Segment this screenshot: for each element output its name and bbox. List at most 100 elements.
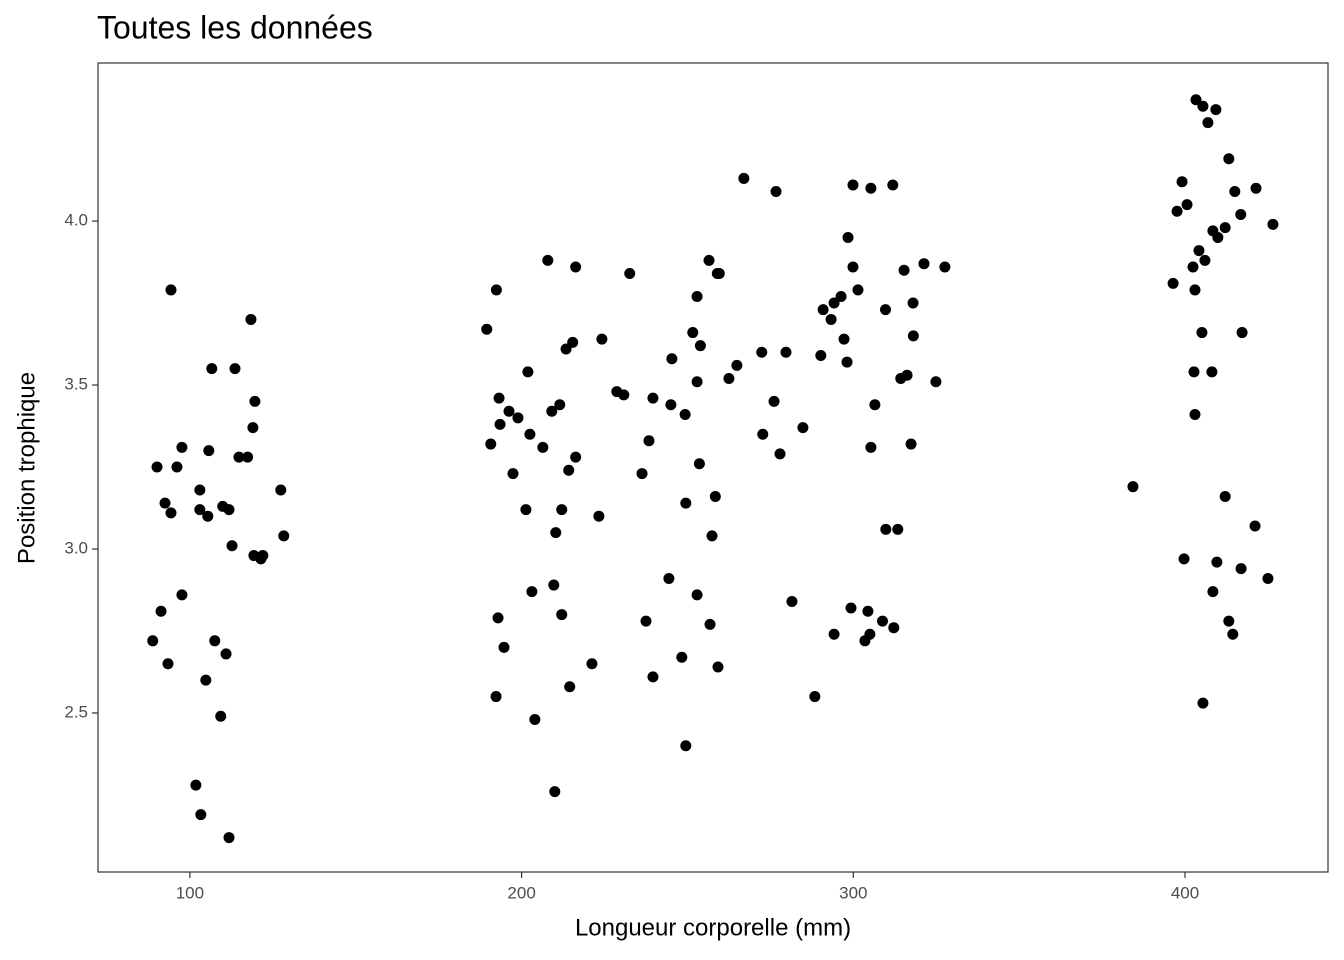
point <box>490 691 502 703</box>
point <box>242 451 254 463</box>
point <box>835 290 847 302</box>
point <box>165 507 177 519</box>
plot-panel <box>97 62 1329 873</box>
point <box>1249 520 1261 532</box>
y-tick-label: 3.5 <box>64 375 88 394</box>
point <box>770 186 782 198</box>
point <box>666 353 678 365</box>
point <box>706 530 718 542</box>
point <box>494 418 506 430</box>
point <box>852 284 864 296</box>
point <box>220 648 232 660</box>
point <box>223 504 235 516</box>
point <box>907 297 919 309</box>
point <box>1197 697 1209 709</box>
point <box>507 468 519 480</box>
point <box>888 622 900 634</box>
point <box>704 618 716 630</box>
point <box>869 399 881 411</box>
point <box>171 461 183 473</box>
point <box>676 651 688 663</box>
point <box>838 333 850 345</box>
point <box>200 674 212 686</box>
point <box>563 464 575 476</box>
x-tick-label: 200 <box>507 883 535 902</box>
point <box>841 356 853 368</box>
point <box>1235 209 1247 221</box>
y-tick-label: 4.0 <box>64 211 88 230</box>
point <box>554 399 566 411</box>
point <box>194 504 206 516</box>
point <box>647 392 659 404</box>
point <box>828 297 840 309</box>
point <box>797 422 809 434</box>
point <box>556 609 568 621</box>
point <box>680 497 692 509</box>
x-tick-label: 100 <box>176 883 204 902</box>
point <box>817 304 829 316</box>
point <box>524 428 536 440</box>
point <box>828 628 840 640</box>
point <box>756 346 768 358</box>
point <box>556 504 568 516</box>
point <box>786 595 798 607</box>
point <box>723 372 735 384</box>
point <box>1199 254 1211 266</box>
point <box>768 395 780 407</box>
y-axis-title: Position trophique <box>13 372 40 564</box>
point <box>892 523 904 535</box>
point <box>490 284 502 296</box>
point <box>731 359 743 371</box>
point <box>691 290 703 302</box>
point <box>209 635 221 647</box>
point <box>195 809 207 821</box>
point <box>809 691 821 703</box>
point <box>1178 553 1190 565</box>
point <box>713 268 725 280</box>
point <box>1171 205 1183 217</box>
point <box>1210 104 1222 116</box>
point <box>485 438 497 450</box>
point <box>159 497 171 509</box>
point <box>1187 261 1199 273</box>
point <box>1267 218 1279 230</box>
point <box>663 573 675 585</box>
point <box>1250 182 1262 194</box>
point <box>233 451 245 463</box>
point <box>215 710 227 722</box>
point <box>691 376 703 388</box>
point <box>859 635 871 647</box>
point <box>1196 327 1208 339</box>
point <box>202 510 214 522</box>
point <box>738 172 750 184</box>
point <box>203 445 215 457</box>
point <box>1223 153 1235 165</box>
point <box>176 589 188 601</box>
point <box>691 589 703 601</box>
point <box>939 261 951 273</box>
point <box>1189 409 1201 421</box>
point <box>1212 231 1224 243</box>
point <box>774 448 786 460</box>
point <box>898 264 910 276</box>
point <box>147 635 159 647</box>
point <box>1235 563 1247 575</box>
point <box>687 327 699 339</box>
point <box>190 779 202 791</box>
point <box>194 484 206 496</box>
point <box>895 372 907 384</box>
point <box>226 540 238 552</box>
point <box>679 409 691 421</box>
point <box>815 350 827 362</box>
point <box>757 428 769 440</box>
point <box>546 405 558 417</box>
point <box>526 586 538 598</box>
point <box>550 527 562 539</box>
point <box>542 254 554 266</box>
point <box>880 523 892 535</box>
point <box>503 405 515 417</box>
x-axis-title: Longueur corporelle (mm) <box>575 914 851 941</box>
point <box>529 714 541 726</box>
point <box>564 681 576 693</box>
point <box>693 458 705 470</box>
